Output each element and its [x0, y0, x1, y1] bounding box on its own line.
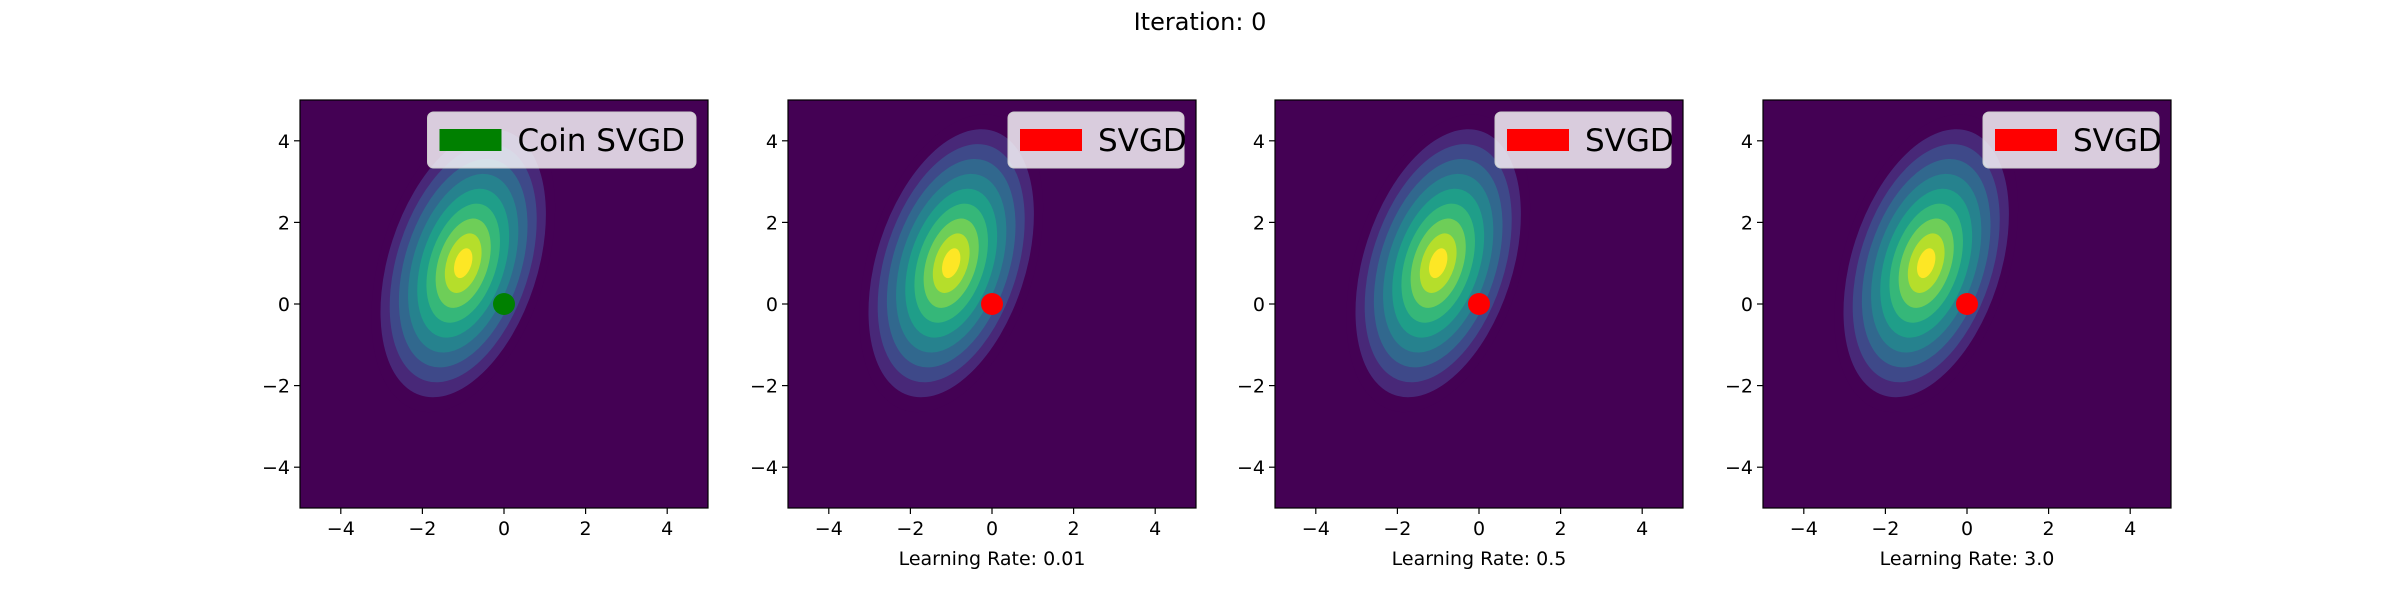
y-tick-label: 2 [1253, 212, 1265, 234]
y-tick-label: 4 [1741, 131, 1753, 153]
legend: SVGD [1982, 111, 2162, 169]
x-tick-label: 4 [1149, 518, 1161, 540]
y-tick-label: 2 [1741, 212, 1753, 234]
subplot-1: −4 −2 0 2 4 −4 −2 0 2 4 Coin SVGD [262, 99, 709, 540]
legend-box [427, 111, 697, 169]
x-tick-label: −2 [1871, 518, 1899, 540]
x-tick-label: 4 [661, 518, 673, 540]
x-tick-label: 2 [1555, 518, 1567, 540]
particle-point [1468, 293, 1490, 315]
figure-title: Iteration: 0 [1134, 8, 1267, 36]
legend-label: SVGD [1585, 123, 1674, 159]
legend-label: SVGD [2073, 123, 2162, 159]
x-tick-label: 2 [1068, 518, 1080, 540]
particle-point [981, 293, 1003, 315]
x-tick-label: 0 [986, 518, 998, 540]
y-tick-label: −2 [1725, 376, 1753, 398]
x-tick-label: −4 [815, 518, 843, 540]
x-tick-label: −4 [1302, 518, 1330, 540]
legend-label: SVGD [1098, 123, 1187, 159]
legend-box [1494, 111, 1672, 169]
density-contours [1834, 114, 2019, 413]
density-contours [371, 114, 556, 413]
x-tick-label: 2 [580, 518, 592, 540]
y-tick-label: −2 [1237, 376, 1265, 398]
contour-level-10 [1429, 248, 1448, 279]
contour-level-10 [1917, 248, 1936, 279]
x-tick-label: −4 [1790, 518, 1818, 540]
y-tick-label: 4 [1253, 131, 1265, 153]
subplot-2: −4 −2 0 2 4 −4 −2 0 2 4 Learning Rate: 0.01 SVGD [750, 99, 1197, 570]
x-tick-label: −2 [896, 518, 924, 540]
y-tick-label: 4 [278, 131, 290, 153]
legend-label: Coin SVGD [518, 123, 686, 159]
subplot-4: −4 −2 0 2 4 −4 −2 0 2 4 Learning Rate: 3.0 SVGD [1725, 99, 2172, 570]
legend-box [1007, 111, 1185, 169]
legend-box [1982, 111, 2160, 169]
x-axis-label: Learning Rate: 3.0 [1880, 548, 2055, 570]
y-tick-label: −4 [262, 457, 290, 479]
panels: −4 −2 0 2 4 −4 −2 0 2 4 Coin SVGD −4 −2 0 2 4 −4 −2 0 2 4 Lea… [262, 99, 2172, 570]
x-tick-label: 0 [1473, 518, 1485, 540]
legend-swatch [1020, 129, 1082, 151]
y-tick-label: 4 [766, 131, 778, 153]
y-tick-label: 0 [1741, 294, 1753, 316]
x-tick-label: 0 [498, 518, 510, 540]
legend: Coin SVGD [427, 111, 697, 169]
y-tick-label: 0 [1253, 294, 1265, 316]
x-tick-label: 4 [2124, 518, 2136, 540]
legend-swatch [1507, 129, 1569, 151]
subplot-3: −4 −2 0 2 4 −4 −2 0 2 4 Learning Rate: 0.5 SVGD [1237, 99, 1684, 570]
legend: SVGD [1494, 111, 1674, 169]
y-tick-label: −4 [750, 457, 778, 479]
legend: SVGD [1007, 111, 1187, 169]
x-tick-label: 2 [2043, 518, 2055, 540]
particle-point [493, 293, 515, 315]
y-tick-label: −4 [1725, 457, 1753, 479]
x-tick-label: −4 [327, 518, 355, 540]
contour-level-10 [454, 248, 473, 279]
x-tick-label: −2 [1383, 518, 1411, 540]
particle-point [1956, 293, 1978, 315]
x-tick-label: −2 [408, 518, 436, 540]
density-contours [1346, 114, 1531, 413]
y-tick-label: 2 [278, 212, 290, 234]
y-tick-label: 0 [278, 294, 290, 316]
density-contours [859, 114, 1044, 413]
x-axis-label: Learning Rate: 0.5 [1392, 548, 1567, 570]
legend-swatch [1995, 129, 2057, 151]
x-tick-label: 4 [1636, 518, 1648, 540]
x-tick-label: 0 [1961, 518, 1973, 540]
y-tick-label: −2 [262, 376, 290, 398]
y-tick-label: 0 [766, 294, 778, 316]
contour-level-10 [942, 248, 961, 279]
x-axis-label: Learning Rate: 0.01 [899, 548, 1086, 570]
legend-swatch [439, 129, 502, 151]
y-tick-label: −2 [750, 376, 778, 398]
y-tick-label: 2 [766, 212, 778, 234]
y-tick-label: −4 [1237, 457, 1265, 479]
